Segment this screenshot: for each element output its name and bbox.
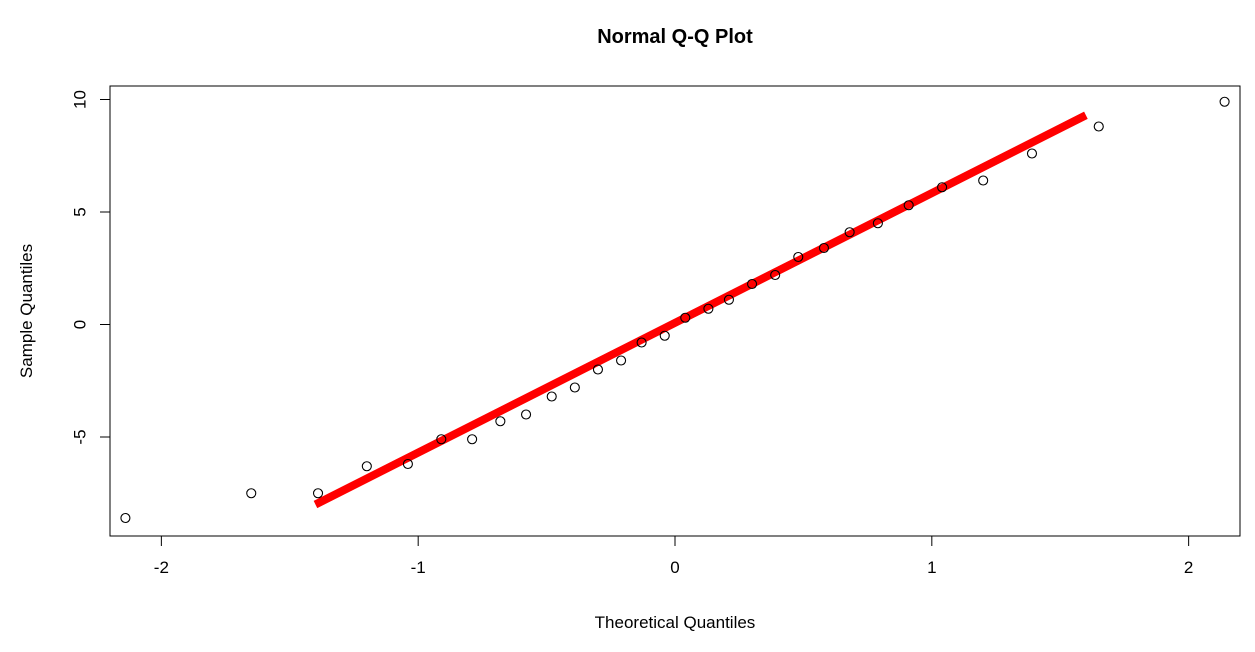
x-tick-label: -2 bbox=[154, 558, 169, 577]
data-point bbox=[659, 330, 670, 341]
data-point bbox=[592, 364, 604, 375]
x-axis: -2 -1 0 1 2 bbox=[154, 535, 1193, 577]
plot-frame bbox=[109, 85, 1241, 537]
data-point bbox=[937, 182, 948, 193]
y-axis: -5 0 5 10 bbox=[71, 90, 111, 445]
y-axis-label: Sample Quantiles bbox=[17, 244, 36, 378]
data-point bbox=[1219, 96, 1230, 107]
x-tick-label: 0 bbox=[670, 558, 679, 577]
x-tick-label: 1 bbox=[927, 558, 936, 577]
y-tick-label: 0 bbox=[71, 320, 90, 329]
data-point bbox=[546, 391, 557, 402]
data-point bbox=[903, 200, 914, 211]
data-point bbox=[793, 251, 804, 263]
y-tick-label: 10 bbox=[71, 90, 90, 109]
data-point bbox=[723, 294, 734, 305]
chart-title: Normal Q-Q Plot bbox=[597, 26, 753, 48]
data-point bbox=[1026, 148, 1038, 159]
data-point bbox=[818, 242, 830, 254]
data-point bbox=[569, 382, 580, 393]
x-axis-label: Theoretical Quantiles bbox=[595, 613, 756, 632]
data-point bbox=[1093, 121, 1104, 132]
qq-reference-line bbox=[313, 111, 1088, 509]
data-point bbox=[361, 461, 372, 472]
x-tick-label: -1 bbox=[411, 558, 426, 577]
data-point bbox=[436, 434, 447, 445]
data-point bbox=[467, 434, 478, 445]
data-point bbox=[495, 416, 506, 427]
data-points bbox=[120, 96, 1230, 524]
data-point bbox=[520, 409, 532, 420]
data-point bbox=[770, 269, 781, 281]
data-point bbox=[246, 488, 257, 499]
data-point bbox=[703, 303, 714, 314]
data-point bbox=[636, 337, 647, 348]
data-point bbox=[872, 218, 883, 229]
data-point bbox=[844, 227, 855, 238]
reference-line-group bbox=[313, 111, 1088, 509]
data-point bbox=[978, 175, 989, 186]
y-tick-label: 5 bbox=[71, 207, 90, 216]
x-tick-label: 2 bbox=[1184, 558, 1193, 577]
data-point bbox=[312, 488, 324, 499]
data-point bbox=[680, 312, 691, 323]
y-tick-label: -5 bbox=[71, 429, 90, 444]
data-point bbox=[120, 512, 131, 524]
data-point bbox=[616, 355, 627, 366]
data-point bbox=[746, 278, 758, 290]
data-point bbox=[402, 458, 413, 470]
